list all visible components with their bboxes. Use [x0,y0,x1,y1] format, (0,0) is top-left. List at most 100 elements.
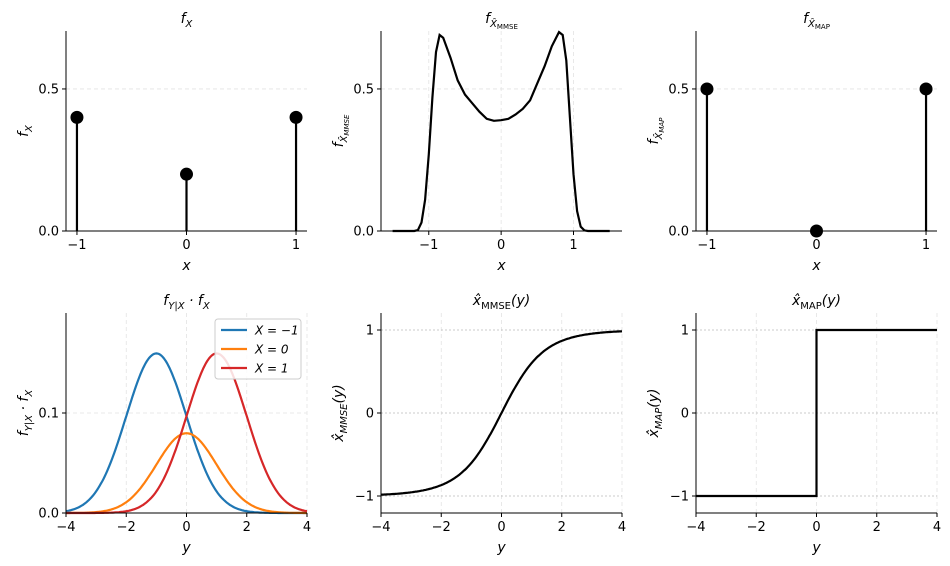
data-line [696,328,937,498]
subplot-title-main: f [485,11,492,27]
x-tick-label: −4 [686,520,705,535]
x-tick-label: 1 [569,238,577,253]
legend-frame [214,318,302,380]
subplot-title-sub: MAP [800,301,822,312]
x-axis-label: x [496,258,506,274]
x-tick-label: −1 [697,238,716,253]
y-axis-label: fX̂MMSE [331,114,351,147]
y-axis-label-sub: MAP [654,407,665,429]
y-tick-label: −1 [355,489,374,504]
y-axis-label: x̂MMSE(y) [331,384,350,442]
y-tick-label: 0 [681,407,689,422]
subplot-title-main: f [163,293,170,309]
y-tick-label: 0.5 [353,82,374,97]
y-axis-label: fY|X · fX [16,389,35,437]
y-tick-label: 0.0 [38,507,59,522]
subplot-title-sub: Y|X [168,301,185,312]
y-tick-label: 0.1 [38,407,59,422]
legend: X = −1 X = 0 X = 1 [214,318,302,380]
x-tick-label: 4 [303,520,311,535]
y-axis-label-sub: X̂ [337,134,350,143]
y-tick-label: 0.5 [668,82,689,97]
x-tick-label: 0 [497,520,505,535]
subplot-title-main: f [181,11,188,27]
series-line-2 [66,432,307,515]
y-axis-label-sub: X [24,124,35,133]
x-tick-label: −2 [432,520,451,535]
stem-marker [700,82,714,96]
x-tick-label: 1 [922,238,930,253]
stem-marker [180,167,193,181]
x-tick-label: −2 [747,520,766,535]
x-tick-label: 0 [182,520,190,535]
x-tick-label: −4 [56,520,75,535]
stem-marker [919,82,933,96]
y-tick-label: 1 [366,324,374,339]
y-axis-label-sub2: X [24,389,35,398]
subplot-title-main: x̂ [791,293,801,309]
y-axis-label-main: x̂ [646,429,662,439]
x-tick-label: 0 [812,520,820,535]
y-tick-label: −1 [670,489,689,504]
subplot-title-sub: X [185,19,194,30]
subplot-title-tail: (y) [511,293,530,309]
subplot-title-sub: X̂ [807,17,816,30]
stem-marker [70,110,84,124]
x-axis-label: x [181,258,191,274]
x-tick-label: 2 [243,520,251,535]
y-axis-label-sub: MMSE [339,403,350,434]
x-tick-label: −1 [67,238,86,253]
x-tick-label: −4 [371,520,390,535]
x-tick-label: 4 [933,520,941,535]
stem-marker [289,110,303,124]
y-axis-label: x̂MAP(y) [646,388,665,438]
y-axis-label-main: x̂ [331,433,347,443]
subplot-title-sub2: X [202,301,211,312]
subplot-title-subsub: MMSE [497,23,518,31]
y-axis-label-sub: X̂ [652,131,665,140]
y-axis-label: fX [16,124,35,137]
subplot-title-tail: · f [185,293,205,309]
y-tick-label: 0.0 [668,225,689,240]
x-tick-label: 4 [618,520,626,535]
y-tick-label: 0.5 [38,82,59,97]
subplot-title-sub: MMSE [481,301,511,312]
y-axis-label-subsub: MAP [658,117,666,133]
subplot-title: fX̂MAP [803,11,830,31]
x-tick-label: 2 [873,520,881,535]
subplot-title: fX [181,11,194,30]
y-tick-label: 1 [681,324,689,339]
x-axis-label: y [811,540,821,556]
subplot-title-main: x̂ [472,293,482,309]
y-tick-label: 0.0 [353,225,374,240]
x-tick-label: 0 [812,238,820,253]
x-axis-label: x [811,258,821,274]
subplot-title-subsub: MAP [815,23,830,31]
x-tick-label: 2 [558,520,566,535]
subplot-title: x̂MAP(y) [791,293,841,312]
y-axis-label-sub: Y|X [24,414,35,431]
y-axis-label-main: f [16,429,32,436]
subplot-title-main: f [803,11,810,27]
x-tick-label: 0 [182,238,190,253]
y-axis-label-tail: (y) [646,388,662,407]
data-line [392,30,610,233]
x-tick-label: 0 [497,238,505,253]
subplot-title-tail: (y) [822,293,841,309]
subplot-title-sub: X̂ [489,17,498,30]
x-axis-label: y [181,540,191,556]
y-axis-label: fX̂MAP [646,117,666,145]
subplot-title: x̂MMSE(y) [472,293,530,312]
y-axis-label-subsub: MMSE [343,114,351,136]
y-tick-label: 0 [366,407,374,422]
subplot-title: fY|X · fX [163,293,211,312]
subplot-title: fX̂MMSE [485,11,518,31]
y-axis-label-main: f [16,130,32,137]
